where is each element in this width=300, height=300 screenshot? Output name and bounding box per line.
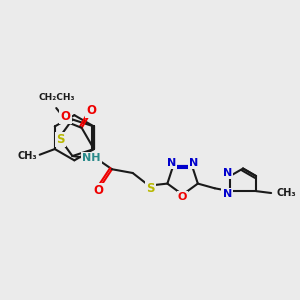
Text: O: O [61,110,71,123]
Text: O: O [94,184,104,197]
Text: N: N [223,189,232,199]
Text: NH: NH [82,153,100,163]
Text: N: N [167,158,176,168]
Text: S: S [146,182,155,195]
Text: CH₂CH₃: CH₂CH₃ [38,93,74,102]
Text: CH₃: CH₃ [277,188,296,198]
Text: O: O [86,104,96,117]
Text: N: N [223,168,232,178]
Text: N: N [189,158,199,168]
Text: CH₃: CH₃ [17,151,37,161]
Text: S: S [56,133,64,146]
Text: O: O [178,193,187,202]
